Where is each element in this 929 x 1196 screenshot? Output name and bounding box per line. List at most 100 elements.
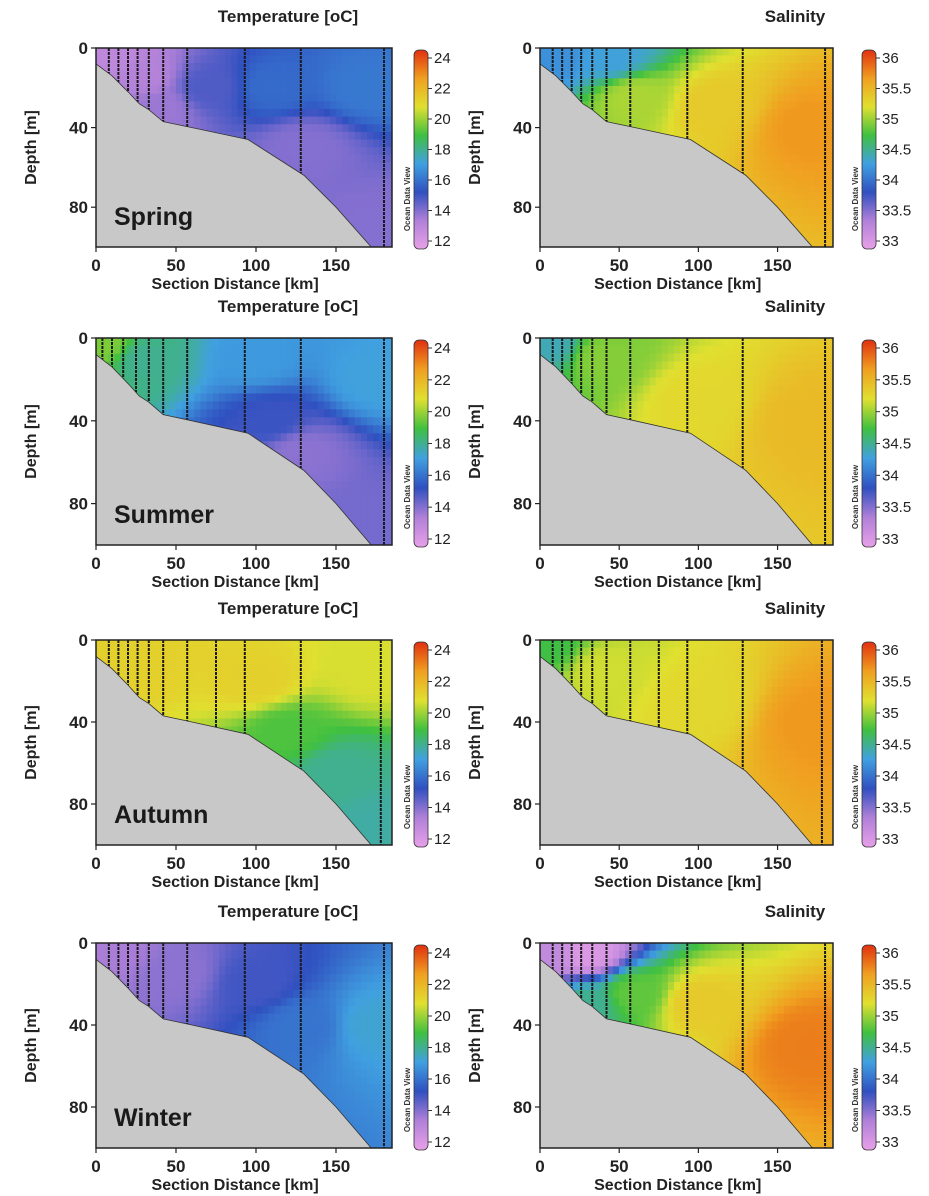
field-cell <box>163 377 171 387</box>
field-cell <box>722 377 730 387</box>
field-cell <box>796 385 803 395</box>
field-cell <box>280 55 288 64</box>
field-cell <box>280 417 288 427</box>
field-cell <box>163 353 171 363</box>
field-cell <box>716 441 724 450</box>
field-cell <box>157 377 165 387</box>
field-cell <box>728 369 736 379</box>
y-tick-label: 40 <box>513 119 532 138</box>
field-cell <box>311 441 319 450</box>
field-cell <box>631 63 639 72</box>
field-cell <box>354 473 362 482</box>
field-cell <box>342 425 350 435</box>
field-cell <box>200 353 208 363</box>
field-cell <box>704 93 712 103</box>
field-cell <box>600 70 608 80</box>
field-cell <box>262 417 270 427</box>
field-cell <box>194 338 202 347</box>
field-cell <box>299 417 307 427</box>
field-cell <box>342 369 350 379</box>
field-cell <box>317 369 325 379</box>
field-cell <box>336 185 344 194</box>
field-cell <box>354 393 362 403</box>
field-cell <box>225 401 233 411</box>
field-cell <box>649 338 657 347</box>
field-cell <box>317 401 325 411</box>
field-cell <box>814 154 822 164</box>
field-cell <box>673 78 681 87</box>
field-cell <box>655 361 663 371</box>
field-cell <box>342 170 350 179</box>
field-cell <box>735 449 742 458</box>
field-cell <box>274 101 282 110</box>
field-cell <box>256 409 263 419</box>
field-cell <box>212 116 220 126</box>
field-cell <box>348 457 356 466</box>
field-cell <box>268 108 276 118</box>
field-cell <box>765 481 773 490</box>
field-cell <box>600 85 608 95</box>
colorbar-tick-label: 22 <box>434 81 451 98</box>
field-cell <box>789 457 797 466</box>
field-cell <box>360 496 368 506</box>
field-cell <box>175 345 183 355</box>
field-cell <box>108 361 115 371</box>
field-cell <box>600 338 608 347</box>
field-cell <box>728 147 736 156</box>
field-cell <box>551 70 559 80</box>
field-cell <box>219 385 226 395</box>
field-cell <box>219 369 226 379</box>
field-cell <box>722 409 730 419</box>
field-cell <box>360 139 368 148</box>
field-cell <box>808 48 816 57</box>
field-cell <box>367 393 374 403</box>
field-cell <box>759 385 767 395</box>
field-cell <box>814 223 822 233</box>
field-cell <box>612 55 620 64</box>
field-cell <box>759 433 767 442</box>
field-cell <box>747 147 755 156</box>
field-cell <box>225 55 233 64</box>
field-cell <box>367 377 374 387</box>
field-cell <box>777 345 785 355</box>
field-cell <box>175 48 183 57</box>
field-cell <box>680 425 687 435</box>
field-cell <box>600 101 608 110</box>
field-cell <box>373 345 381 355</box>
field-cell <box>594 48 602 57</box>
field-cell <box>759 85 767 95</box>
field-cell <box>655 93 663 103</box>
field-cell <box>182 108 189 118</box>
field-cell <box>612 108 620 118</box>
field-cell <box>643 93 651 103</box>
field-cell <box>655 401 663 411</box>
field-cell <box>342 200 350 210</box>
field-cell <box>206 108 214 118</box>
field-cell <box>783 139 791 148</box>
field-cell <box>661 116 669 126</box>
field-cell <box>219 345 226 355</box>
field-cell <box>132 377 140 387</box>
colorbar-tick-label: 14 <box>434 499 451 516</box>
field-cell <box>317 70 325 80</box>
field-cell <box>753 162 761 171</box>
field-cell <box>330 393 337 403</box>
field-cell <box>619 108 626 118</box>
field-cell <box>360 93 368 103</box>
field-cell <box>753 361 761 371</box>
field-cell <box>759 177 767 187</box>
field-cell <box>305 385 313 395</box>
field-cell <box>698 409 706 419</box>
colorbar-tick-label: 34.5 <box>882 142 911 159</box>
field-cell <box>237 377 245 387</box>
colorbar-tick-label: 18 <box>434 142 451 159</box>
field-cell <box>710 93 718 103</box>
field-cell <box>330 473 337 482</box>
field-cell <box>360 231 368 240</box>
field-cell <box>342 433 350 442</box>
field-cell <box>367 449 374 458</box>
field-cell <box>274 108 282 118</box>
field-cell <box>661 401 669 411</box>
field-cell <box>777 108 785 118</box>
field-cell <box>789 208 797 217</box>
